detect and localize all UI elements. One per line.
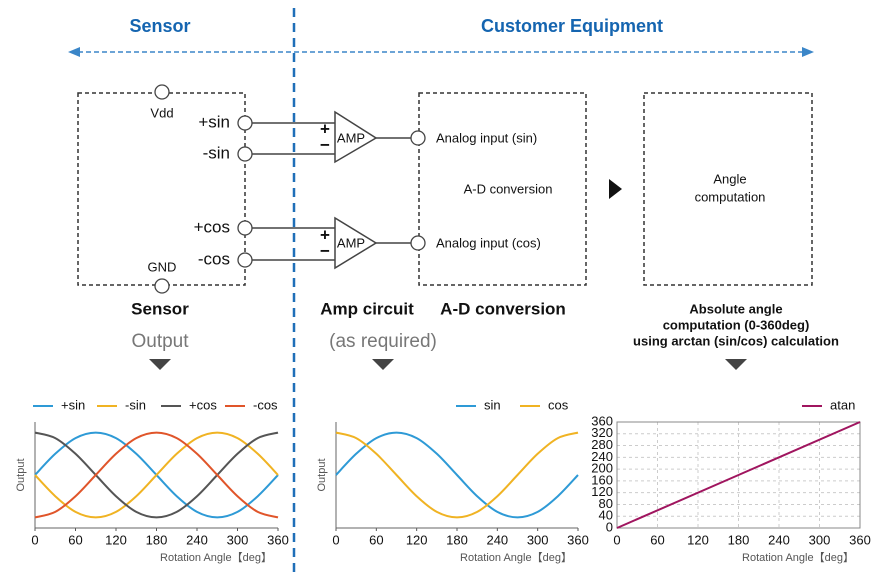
x-tick-label: 300 bbox=[527, 532, 549, 547]
pin bbox=[237, 115, 253, 131]
caption: Output bbox=[131, 331, 189, 352]
x-tick-label: 240 bbox=[486, 532, 508, 547]
x-tick-label: 0 bbox=[613, 532, 620, 547]
pin bbox=[237, 220, 253, 236]
amp-sign: − bbox=[320, 135, 330, 154]
x-axis-label: Rotation Angle【deg】 bbox=[742, 551, 854, 564]
y-tick-label: 200 bbox=[591, 461, 613, 476]
y-tick-label: 40 bbox=[599, 508, 613, 523]
x-tick-label: 120 bbox=[687, 532, 709, 547]
x-tick-label: 180 bbox=[728, 532, 750, 547]
series-line bbox=[34, 431, 279, 519]
x-tick-label: 180 bbox=[146, 532, 168, 547]
pin bbox=[154, 84, 170, 100]
arrow bbox=[609, 179, 622, 199]
down-arrow bbox=[725, 359, 747, 370]
y-tick-label: 320 bbox=[591, 425, 613, 440]
pin bbox=[237, 252, 253, 268]
y-axis-label: Output bbox=[316, 458, 328, 491]
pin bbox=[237, 146, 253, 162]
pin-label: -sin bbox=[203, 143, 230, 162]
header: Customer Equipment bbox=[481, 16, 663, 36]
pin bbox=[154, 278, 170, 294]
header: Sensor bbox=[129, 16, 190, 36]
arrowhead bbox=[68, 47, 80, 57]
legend-label: +sin bbox=[61, 397, 85, 412]
series-line bbox=[616, 421, 861, 529]
box-label: computation bbox=[695, 189, 766, 204]
y-tick-label: 360 bbox=[591, 413, 613, 428]
pin-label: Vdd bbox=[150, 105, 173, 120]
ad-box bbox=[418, 92, 587, 286]
pin-label: -cos bbox=[198, 249, 230, 268]
amp-label: AMP bbox=[337, 235, 365, 250]
caption: using arctan (sin/cos) calculation bbox=[633, 333, 839, 348]
amp-sign: + bbox=[320, 119, 330, 138]
input-label: Analog input (cos) bbox=[436, 235, 541, 250]
amp-sign: + bbox=[320, 225, 330, 244]
x-tick-label: 0 bbox=[332, 532, 339, 547]
legend-label: -cos bbox=[253, 397, 278, 412]
series-line bbox=[34, 431, 279, 519]
y-tick-label: 240 bbox=[591, 449, 613, 464]
x-tick-label: 180 bbox=[446, 532, 468, 547]
x-tick-label: 0 bbox=[31, 532, 38, 547]
x-axis-label: Rotation Angle【deg】 bbox=[460, 551, 572, 564]
caption: Amp circuit bbox=[320, 299, 414, 318]
x-tick-label: 360 bbox=[849, 532, 871, 547]
x-tick-label: 240 bbox=[768, 532, 790, 547]
legend-label: -sin bbox=[125, 397, 146, 412]
legend-label: +cos bbox=[189, 397, 217, 412]
x-tick-label: 300 bbox=[227, 532, 249, 547]
pin-label: GND bbox=[148, 259, 177, 274]
box-label: Angle bbox=[713, 171, 746, 186]
caption: computation (0-360deg) bbox=[663, 317, 810, 332]
x-tick-label: 120 bbox=[105, 532, 127, 547]
y-axis-label: Output bbox=[15, 458, 27, 491]
down-arrow bbox=[372, 359, 394, 370]
x-tick-label: 300 bbox=[809, 532, 831, 547]
pin-label: +sin bbox=[198, 112, 230, 131]
x-tick-label: 240 bbox=[186, 532, 208, 547]
series-line bbox=[335, 431, 579, 519]
x-tick-label: 360 bbox=[267, 532, 289, 547]
axes bbox=[335, 422, 578, 529]
y-tick-label: 80 bbox=[599, 496, 613, 511]
series-line bbox=[335, 431, 579, 519]
series-line bbox=[34, 431, 279, 519]
plot-frame bbox=[616, 421, 861, 529]
pin-label: +cos bbox=[194, 217, 230, 236]
input-label: Analog input (sin) bbox=[436, 130, 537, 145]
amp-sign: − bbox=[320, 241, 330, 260]
y-tick-label: 280 bbox=[591, 437, 613, 452]
pin bbox=[410, 235, 426, 251]
caption: (as required) bbox=[329, 331, 437, 352]
x-tick-label: 60 bbox=[650, 532, 664, 547]
angle-box bbox=[643, 92, 813, 286]
x-tick-label: 360 bbox=[567, 532, 589, 547]
x-tick-label: 60 bbox=[68, 532, 82, 547]
caption: Sensor bbox=[131, 299, 189, 318]
amp bbox=[334, 110, 378, 164]
y-tick-label: 160 bbox=[591, 472, 613, 487]
legend-label: sin bbox=[484, 397, 501, 412]
amp bbox=[334, 216, 378, 270]
axes bbox=[34, 422, 278, 529]
down-arrow bbox=[149, 359, 171, 370]
legend-label: cos bbox=[548, 397, 569, 412]
x-tick-label: 60 bbox=[369, 532, 383, 547]
arrowhead bbox=[802, 47, 814, 57]
pin bbox=[410, 130, 426, 146]
amp-label: AMP bbox=[337, 130, 365, 145]
caption: A-D conversion bbox=[440, 299, 566, 318]
legend-label: atan bbox=[830, 397, 855, 412]
y-tick-label: 0 bbox=[606, 519, 613, 534]
caption: Absolute angle bbox=[689, 301, 782, 316]
y-tick-label: 120 bbox=[591, 484, 613, 499]
x-tick-label: 120 bbox=[406, 532, 428, 547]
wire bbox=[252, 122, 411, 261]
x-axis-label: Rotation Angle【deg】 bbox=[160, 551, 272, 564]
box-label: A-D conversion bbox=[464, 181, 553, 196]
